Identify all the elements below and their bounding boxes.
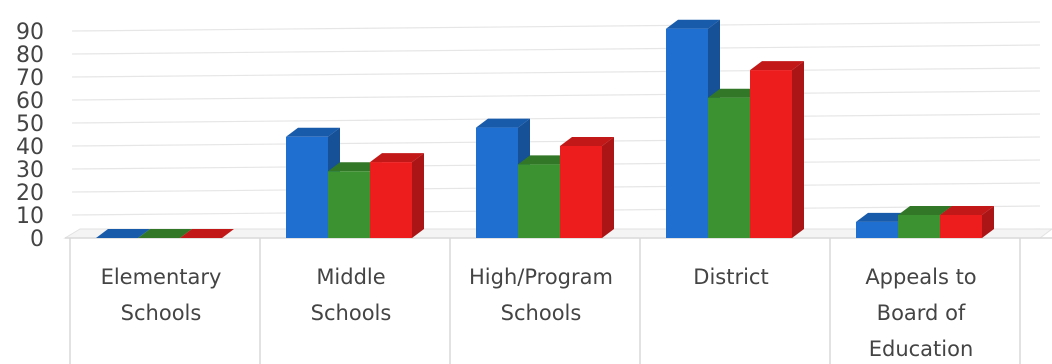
gridline (71, 90, 1041, 101)
bars (96, 19, 994, 239)
bar-top (750, 61, 804, 71)
y-tick-label: 10 (16, 204, 44, 229)
bar-top (518, 155, 572, 165)
bar-front (898, 215, 940, 238)
category-label: Appeals to Board of Education (865, 265, 976, 361)
bar-top (940, 206, 994, 215)
y-tick-label: 90 (16, 20, 44, 45)
bar-top (96, 229, 150, 238)
bar-top (856, 212, 910, 222)
bar-top (180, 229, 234, 238)
bar-top (708, 88, 762, 98)
bar-front (666, 28, 708, 239)
bar-front (940, 215, 982, 238)
bar-front (708, 97, 750, 238)
bar (96, 229, 150, 238)
gridline (71, 136, 1041, 147)
gridline (71, 67, 1041, 78)
y-tick-label: 70 (16, 66, 44, 91)
gridlines (71, 21, 1041, 239)
category-label: Elementary Schools (101, 265, 222, 325)
y-tick-label: 30 (16, 158, 44, 183)
bar-side (602, 137, 614, 238)
category-label: District (693, 265, 768, 289)
bar-top (898, 206, 952, 215)
bar-top (476, 118, 530, 128)
y-tick-label: 20 (16, 181, 44, 206)
gridline (71, 44, 1041, 55)
category-label: High/Program Schools (469, 265, 613, 325)
category-labels: Elementary Schools Middle Schools High/Progr… (101, 265, 977, 361)
gridline (71, 113, 1041, 124)
bar-top (138, 229, 192, 238)
bar-front (750, 70, 792, 238)
bar-top (286, 127, 340, 137)
bar-side (412, 153, 424, 238)
bar (560, 137, 614, 238)
bar-top (370, 153, 424, 163)
y-tick-label: 40 (16, 135, 44, 160)
bar-front (560, 146, 602, 238)
bar-top (666, 19, 720, 29)
y-tick-label: 50 (16, 112, 44, 137)
bar-front (856, 221, 898, 238)
bar (940, 206, 994, 238)
bar-front (370, 162, 412, 238)
bar (180, 229, 234, 238)
category-label: Middle Schools (311, 265, 392, 325)
bar-front (518, 164, 560, 238)
bar-side (982, 206, 994, 238)
bar-front (328, 171, 370, 238)
bar-top (328, 162, 382, 172)
y-tick-label: 60 (16, 89, 44, 114)
bar (138, 229, 192, 238)
bar-top (560, 137, 614, 146)
y-tick-label: 80 (16, 43, 44, 68)
bar-side (792, 61, 804, 238)
bar (750, 61, 804, 238)
bar-front (476, 127, 518, 238)
y-tick-label: 0 (30, 227, 44, 252)
bar-front (286, 136, 328, 238)
gridline (71, 21, 1041, 32)
bar (370, 153, 424, 238)
